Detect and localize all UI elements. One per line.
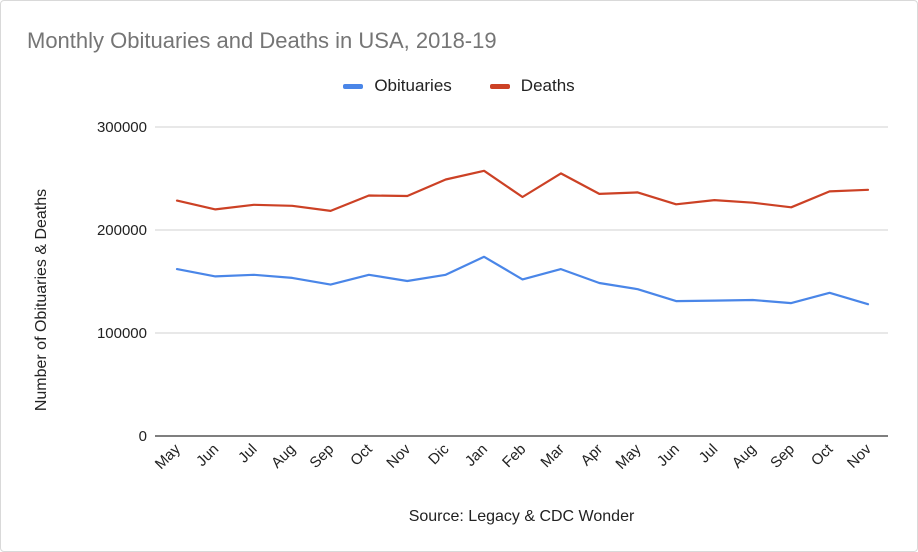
x-tick-label: Mar xyxy=(537,441,567,471)
data-point-deaths[interactable] xyxy=(751,201,755,205)
data-point-obituaries[interactable] xyxy=(367,273,371,277)
data-point-obituaries[interactable] xyxy=(175,267,179,271)
x-tick-label: Dic xyxy=(425,440,453,468)
data-point-deaths[interactable] xyxy=(252,203,256,207)
data-point-obituaries[interactable] xyxy=(329,283,333,287)
x-axis-label: Source: Legacy & CDC Wonder xyxy=(408,508,635,525)
x-tick-label: Apr xyxy=(578,441,607,470)
data-point-obituaries[interactable] xyxy=(674,299,678,303)
y-tick-label: 200000 xyxy=(97,222,147,239)
data-point-obituaries[interactable] xyxy=(213,274,217,278)
data-point-deaths[interactable] xyxy=(367,193,371,197)
data-point-deaths[interactable] xyxy=(712,198,716,202)
data-point-deaths[interactable] xyxy=(828,189,832,193)
data-point-obituaries[interactable] xyxy=(444,273,448,277)
x-tick-label: Nov xyxy=(383,440,414,471)
x-tick-label: Sep xyxy=(767,441,798,472)
data-point-obituaries[interactable] xyxy=(482,255,486,259)
data-point-deaths[interactable] xyxy=(559,171,563,175)
chart-title: Monthly Obituaries and Deaths in USA, 20… xyxy=(27,28,497,53)
data-point-deaths[interactable] xyxy=(597,192,601,196)
y-tick-label: 100000 xyxy=(97,325,147,342)
data-point-obituaries[interactable] xyxy=(866,302,870,306)
x-tick-label: Oct xyxy=(808,440,837,469)
legend: Obituaries Deaths xyxy=(0,76,918,96)
x-tick-label: Aug xyxy=(268,441,299,472)
data-point-obituaries[interactable] xyxy=(636,287,640,291)
data-point-deaths[interactable] xyxy=(444,178,448,182)
legend-swatch-deaths xyxy=(489,83,510,89)
data-point-obituaries[interactable] xyxy=(712,299,716,303)
x-tick-label: Oct xyxy=(347,440,376,469)
x-tick-label: May xyxy=(152,440,184,472)
x-tick-label: Jan xyxy=(462,441,491,470)
data-point-obituaries[interactable] xyxy=(405,279,409,283)
data-point-deaths[interactable] xyxy=(521,195,525,199)
data-point-obituaries[interactable] xyxy=(597,281,601,285)
x-tick-label: Sep xyxy=(306,441,337,472)
legend-swatch-obituaries xyxy=(343,83,364,89)
data-point-obituaries[interactable] xyxy=(252,273,256,277)
legend-label-deaths: Deaths xyxy=(520,76,575,95)
x-tick-label: Jun xyxy=(654,441,683,470)
series-line-deaths xyxy=(175,169,870,212)
x-tick-label: Feb xyxy=(499,441,529,471)
x-tick-label: Jul xyxy=(696,441,722,467)
data-point-obituaries[interactable] xyxy=(290,276,294,280)
data-point-obituaries[interactable] xyxy=(789,301,793,305)
data-point-obituaries[interactable] xyxy=(559,267,563,271)
data-point-obituaries[interactable] xyxy=(521,277,525,281)
y-tick-label: 300000 xyxy=(97,119,147,136)
data-point-obituaries[interactable] xyxy=(751,298,755,302)
x-tick-label: Aug xyxy=(729,441,760,472)
data-point-deaths[interactable] xyxy=(405,194,409,198)
x-tick-label: May xyxy=(612,440,644,472)
data-point-deaths[interactable] xyxy=(329,209,333,213)
legend-label-obituaries: Obituaries xyxy=(374,76,452,95)
series-line-obituaries xyxy=(175,255,870,306)
data-point-deaths[interactable] xyxy=(636,190,640,194)
data-point-deaths[interactable] xyxy=(482,169,486,173)
x-tick-label: Jun xyxy=(193,441,222,470)
y-tick-label: 0 xyxy=(139,428,147,445)
data-point-deaths[interactable] xyxy=(175,199,179,203)
x-tick-label: Nov xyxy=(844,440,875,471)
data-point-deaths[interactable] xyxy=(213,207,217,211)
data-point-deaths[interactable] xyxy=(674,202,678,206)
legend-item-deaths[interactable]: Deaths xyxy=(489,76,575,96)
data-point-deaths[interactable] xyxy=(789,205,793,209)
legend-item-obituaries[interactable]: Obituaries xyxy=(343,76,452,96)
x-tick-label: Jul xyxy=(235,441,261,467)
data-point-deaths[interactable] xyxy=(866,188,870,192)
data-point-obituaries[interactable] xyxy=(828,291,832,295)
data-point-deaths[interactable] xyxy=(290,204,294,208)
